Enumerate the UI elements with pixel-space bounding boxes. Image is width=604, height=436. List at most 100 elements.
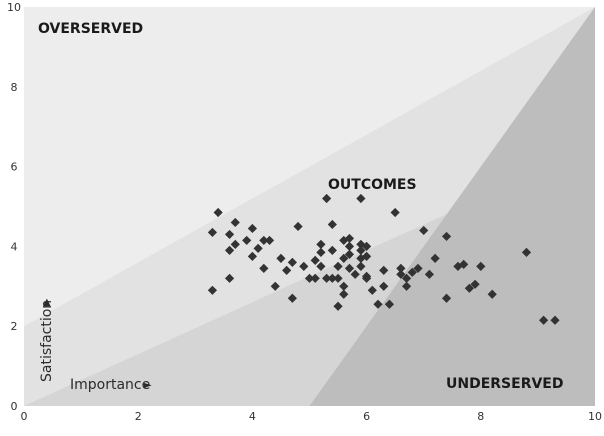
- data-point: [316, 261, 326, 271]
- data-point: [230, 217, 240, 228]
- data-point: [287, 293, 297, 303]
- data-point: [470, 279, 480, 289]
- data-point: [356, 193, 366, 204]
- data-point: [327, 273, 337, 283]
- x-tick-label: 0: [21, 410, 28, 423]
- data-point: [333, 301, 343, 311]
- data-point: [459, 259, 469, 269]
- data-point: [396, 269, 406, 279]
- data-point: [327, 245, 337, 255]
- region-label-outcomes: OUTCOMES: [328, 177, 417, 193]
- data-point: [299, 261, 309, 271]
- data-points: [207, 193, 560, 325]
- data-point: [247, 251, 257, 261]
- y-tick-label: 0: [11, 400, 18, 413]
- data-point: [396, 263, 406, 273]
- data-point: [213, 207, 223, 218]
- data-point: [224, 245, 235, 255]
- data-point: [344, 263, 355, 273]
- data-point: [487, 289, 497, 299]
- data-point: [259, 235, 269, 246]
- data-point: [362, 241, 372, 251]
- x-axis-label: Importance: [70, 377, 150, 393]
- data-point: [362, 251, 372, 261]
- data-point: [322, 193, 332, 204]
- y-axis-label: Satisfaction: [39, 300, 55, 382]
- data-point: [310, 273, 320, 283]
- data-point: [401, 273, 412, 283]
- data-point: [310, 255, 320, 265]
- data-point: [316, 247, 326, 257]
- data-point: [390, 207, 400, 218]
- data-point: [230, 239, 240, 250]
- data-point: [367, 285, 377, 295]
- data-point: [264, 235, 275, 246]
- data-point: [333, 261, 343, 271]
- x-tick-label: 4: [249, 410, 256, 423]
- data-point: [333, 273, 343, 283]
- data-point: [350, 269, 360, 279]
- data-point: [441, 293, 452, 303]
- data-point: [419, 225, 429, 236]
- data-point: [379, 265, 389, 275]
- data-point: [373, 299, 383, 309]
- y-tick-label: 8: [11, 81, 18, 94]
- data-point: [207, 227, 218, 238]
- region-label-overserved: OVERSERVED: [38, 21, 143, 37]
- data-point: [476, 261, 486, 271]
- data-point: [247, 223, 257, 234]
- data-point: [430, 253, 440, 263]
- data-point: [242, 235, 252, 246]
- data-point: [316, 239, 326, 250]
- y-axis-ticks: 0 2 4 6 8 10: [7, 1, 21, 413]
- region-underserved: [309, 7, 595, 406]
- data-point: [344, 233, 355, 244]
- data-point: [464, 283, 474, 293]
- data-point: [304, 273, 315, 283]
- data-point: [384, 299, 395, 309]
- data-point: [453, 261, 463, 271]
- data-point: [344, 241, 355, 251]
- data-point: [521, 247, 532, 257]
- data-point: [356, 245, 366, 255]
- data-point: [441, 231, 452, 242]
- data-point: [224, 273, 235, 283]
- data-point: [207, 285, 218, 295]
- y-tick-label: 4: [11, 240, 18, 253]
- data-point: [253, 243, 263, 253]
- data-point: [362, 273, 372, 283]
- data-point: [339, 281, 349, 291]
- x-tick-label: 2: [135, 410, 142, 423]
- y-tick-label: 6: [11, 161, 18, 174]
- data-point: [270, 281, 280, 291]
- x-axis-arrow-icon: ►: [144, 380, 152, 391]
- x-axis-ticks: 0 2 4 6 8 10: [21, 410, 603, 423]
- y-tick-label: 10: [7, 1, 21, 14]
- data-point: [401, 281, 412, 291]
- data-point: [550, 315, 560, 325]
- y-tick-label: 2: [11, 320, 18, 333]
- region-backgrounds: [24, 7, 595, 406]
- data-point: [379, 281, 389, 291]
- data-point: [424, 269, 435, 279]
- data-point: [276, 253, 286, 263]
- data-point: [339, 289, 349, 299]
- y-axis-arrow-icon: ▲: [43, 297, 51, 308]
- data-point: [322, 273, 332, 283]
- data-point: [407, 267, 417, 277]
- x-tick-label: 8: [477, 410, 484, 423]
- data-point: [327, 219, 337, 230]
- region-label-underserved: UNDERSERVED: [446, 376, 564, 392]
- data-point: [282, 265, 292, 275]
- data-point: [413, 263, 423, 273]
- data-point: [259, 263, 269, 273]
- data-point: [287, 257, 297, 267]
- data-point: [356, 261, 366, 271]
- x-tick-label: 6: [363, 410, 370, 423]
- data-point: [339, 253, 349, 263]
- data-point: [293, 221, 303, 232]
- data-point: [344, 249, 355, 259]
- data-point: [224, 229, 235, 240]
- data-point: [539, 315, 549, 325]
